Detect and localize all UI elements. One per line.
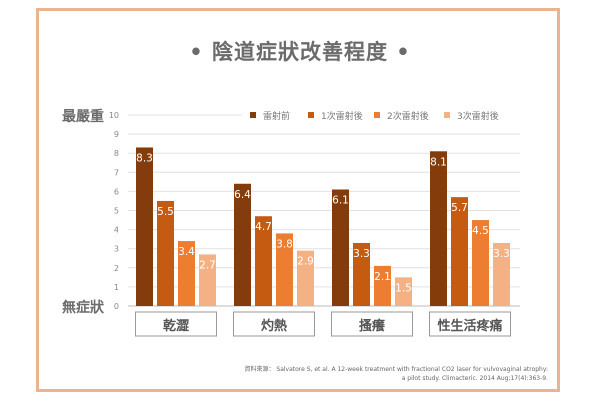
data-label: 5.7 xyxy=(451,202,468,214)
data-label: 2.9 xyxy=(297,256,314,268)
legend-swatch xyxy=(374,112,380,118)
data-label: 3.8 xyxy=(276,238,293,250)
legend-label: 3次雷射後 xyxy=(457,110,499,122)
legend-swatch xyxy=(250,112,256,118)
bar xyxy=(234,183,251,306)
bar xyxy=(199,254,216,306)
y-tick-label: 3 xyxy=(114,245,119,254)
legend-swatch xyxy=(444,112,450,118)
bar xyxy=(255,216,272,306)
bar xyxy=(395,277,412,306)
source-citation: 資料來源： Salvatore S, et al. A 12-week trea… xyxy=(244,365,548,383)
legend-label: 2次雷射後 xyxy=(387,110,429,122)
data-label: 5.5 xyxy=(157,206,174,218)
data-label: 4.7 xyxy=(255,221,272,233)
category-box xyxy=(331,311,413,337)
bar xyxy=(472,220,489,306)
source-label: 資料來源： xyxy=(244,366,275,373)
data-label: 1.5 xyxy=(395,282,412,294)
legend-background xyxy=(242,107,527,123)
chart-title: • 陰道症狀改善程度 • xyxy=(189,40,411,64)
y-tick-label: 8 xyxy=(114,149,119,158)
bar xyxy=(332,189,349,306)
data-label: 3.4 xyxy=(178,246,195,258)
data-label: 3.3 xyxy=(353,248,370,260)
y-tick-label: 0 xyxy=(114,302,119,311)
y-top-label: 最嚴重 xyxy=(62,108,104,125)
legend-swatch xyxy=(308,112,314,118)
y-tick-label: 5 xyxy=(114,207,119,216)
bar xyxy=(297,250,314,306)
category-box xyxy=(135,311,217,337)
data-label: 4.5 xyxy=(472,225,489,237)
bar xyxy=(430,151,447,306)
category-box xyxy=(233,311,315,337)
data-label: 8.3 xyxy=(136,152,153,164)
bar xyxy=(374,265,391,306)
category-label: 乾澀 xyxy=(163,318,189,334)
data-label: 2.7 xyxy=(199,259,216,271)
category-box xyxy=(429,311,511,337)
y-tick-label: 10 xyxy=(109,111,119,120)
data-label: 8.1 xyxy=(430,156,447,168)
source-line-1: Salvatore S, et al. A 12-week treatment … xyxy=(276,366,548,373)
bar xyxy=(353,242,370,306)
bar xyxy=(493,242,510,306)
source-line-2: a pilot study. Climacteric. 2014 Aug;17(… xyxy=(401,375,548,382)
bar xyxy=(276,233,293,306)
bar xyxy=(451,197,468,306)
y-tick-label: 1 xyxy=(114,283,119,292)
legend-label: 雷射前 xyxy=(263,110,290,122)
y-tick-label: 9 xyxy=(114,130,119,139)
data-label: 6.1 xyxy=(332,194,349,206)
slide-frame xyxy=(36,8,560,392)
bar xyxy=(178,241,195,306)
y-tick-label: 4 xyxy=(114,226,119,235)
data-label: 6.4 xyxy=(234,189,251,201)
y-tick-label: 2 xyxy=(114,264,119,273)
data-label: 2.1 xyxy=(374,271,391,283)
category-label: 性生活疼痛 xyxy=(437,318,502,334)
bar xyxy=(136,147,153,306)
y-tick-label: 7 xyxy=(114,168,119,177)
bar xyxy=(157,200,174,306)
category-label: 灼熱 xyxy=(261,318,287,334)
legend-label: 1次雷射後 xyxy=(321,110,363,122)
y-tick-label: 6 xyxy=(114,187,119,196)
y-bottom-label: 無症狀 xyxy=(62,299,105,316)
category-label: 搔癢 xyxy=(359,318,386,334)
data-label: 3.3 xyxy=(493,248,510,260)
